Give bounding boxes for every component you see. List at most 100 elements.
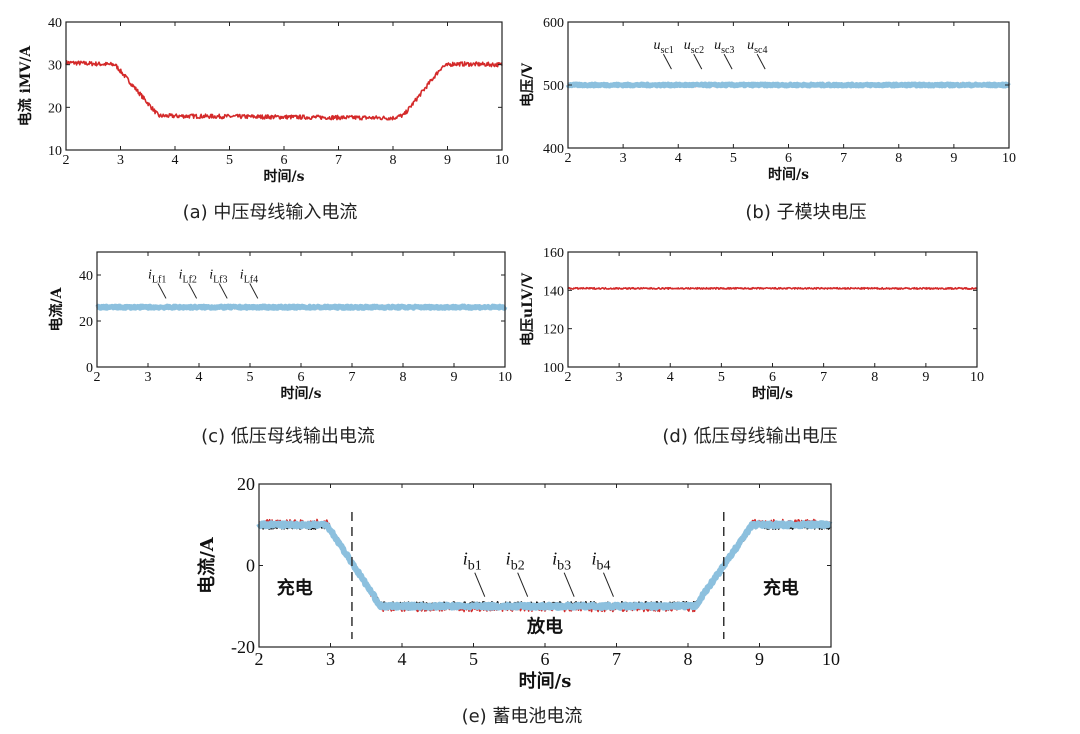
chart-a: 2 3 4 5 6 7 8 9 10 10 20 30 40 时间/s 电流 iMV/A (a) 中压母线输入…: [17, 16, 509, 223]
series-annotation: ib2: [506, 549, 529, 597]
series-line-b-2: [565, 81, 1011, 89]
subfigure-caption: (d) 低压母线输出电压: [662, 426, 837, 447]
series-annotation: usc2: [684, 38, 704, 70]
x-tick-label: 2: [565, 151, 572, 166]
series-annotation: iLf1: [148, 267, 167, 299]
annotation-label: iLf4: [240, 267, 258, 285]
x-tick-label: 10: [1002, 151, 1016, 166]
annotation-leader: [563, 572, 575, 597]
x-tick-label: 10: [970, 370, 984, 385]
x-tick-label: 2: [565, 370, 572, 385]
series-line-a-0: [65, 59, 503, 121]
y-tick-label: 120: [543, 323, 564, 338]
series-annotation: usc4: [747, 38, 768, 70]
x-tick-label: 3: [117, 153, 124, 168]
x-tick-label: 10: [495, 153, 509, 168]
x-tick-label: 4: [675, 151, 682, 166]
annotation-label: usc1: [653, 38, 673, 56]
y-tick-label: 20: [79, 315, 93, 330]
annotation-label: ib1: [463, 549, 482, 574]
chart-c: 2 3 4 5 6 7 8 9 10 0 20 40 时间/s 电流/A iLf1 iLf2 iLf3 iLf4 (…: [48, 251, 512, 447]
x-axis-label: 时间/s: [281, 385, 322, 402]
x-tick-label: 5: [718, 370, 725, 385]
annotation-label: ib3: [552, 549, 571, 574]
y-tick-label: 100: [543, 361, 564, 376]
series-line-d-0: [567, 286, 978, 290]
y-tick-label: 30: [48, 59, 62, 74]
annotation-label: usc3: [714, 38, 734, 56]
x-tick-label: 9: [444, 153, 451, 168]
annotation-label: iLf2: [179, 267, 197, 285]
x-tick-label: 2: [94, 370, 101, 385]
subfigure-caption: (c) 低压母线输出电流: [201, 426, 375, 447]
y-axis-label: 电压/V: [519, 62, 536, 107]
y-tick-label: 40: [79, 269, 93, 284]
chart-e: 2 3 4 5 6 7 8 9 10 -20 0 20 时间/s 电流/A ib1 ib2 ib3 ib4 充电放电…: [196, 474, 840, 727]
annotation-leader: [188, 283, 198, 299]
annotation-leader: [663, 53, 672, 70]
x-tick-label: 6: [769, 370, 776, 385]
x-tick-label: 5: [469, 649, 478, 669]
annotation-leader: [756, 53, 766, 70]
y-tick-label: 140: [543, 284, 564, 299]
series-annotation: iLf3: [209, 267, 228, 299]
y-tick-label: -20: [231, 637, 255, 657]
annotation-leader: [517, 572, 529, 597]
x-tick-label: 4: [667, 370, 674, 385]
x-tick-label: 2: [255, 649, 264, 669]
x-tick-label: 6: [785, 151, 792, 166]
y-tick-label: 600: [543, 16, 564, 31]
annotation-label: iLf1: [148, 267, 166, 285]
x-tick-label: 7: [335, 153, 342, 168]
x-tick-label: 8: [895, 151, 902, 166]
x-tick-label: 8: [400, 370, 407, 385]
y-tick-label: 20: [237, 474, 255, 494]
annotation-leader: [603, 572, 614, 597]
x-tick-label: 9: [755, 649, 764, 669]
x-axis-label: 时间/s: [768, 166, 809, 183]
chart-d: 2 3 4 5 6 7 8 9 10 100 120 140 160 时间/s 电压uLV/V (d) 低压母…: [519, 246, 984, 447]
x-tick-label: 3: [326, 649, 335, 669]
x-tick-label: 8: [684, 649, 693, 669]
annotation-leader: [218, 283, 228, 299]
x-tick-label: 2: [63, 153, 70, 168]
annotation-label: ib4: [591, 549, 610, 574]
x-tick-label: 6: [541, 649, 550, 669]
annotation-label: usc2: [684, 38, 704, 56]
subfigure-caption: (a) 中压母线输入电流: [183, 202, 358, 223]
region-label: 放电: [526, 616, 563, 638]
x-axis-label: 时间/s: [519, 671, 572, 692]
subfigure-caption: (e) 蓄电池电流: [462, 706, 583, 727]
series-annotation: iLf4: [240, 267, 259, 299]
x-tick-label: 4: [196, 370, 203, 385]
x-tick-label: 10: [822, 649, 840, 669]
series-annotation: ib1: [463, 549, 486, 597]
region-label: 充电: [277, 577, 313, 599]
x-axis-label: 时间/s: [264, 168, 305, 185]
series-line-c-2: [95, 303, 508, 311]
series-annotation: ib4: [591, 549, 614, 597]
x-tick-label: 7: [820, 370, 827, 385]
annotation-label: usc4: [747, 38, 767, 56]
x-tick-label: 5: [730, 151, 737, 166]
series-annotation: iLf2: [179, 267, 198, 299]
y-axis-label: 电流/A: [196, 536, 218, 594]
x-tick-label: 6: [281, 153, 288, 168]
x-tick-label: 4: [398, 649, 407, 669]
x-tick-label: 4: [172, 153, 179, 168]
annotation-leader: [249, 283, 259, 299]
x-tick-label: 5: [247, 370, 254, 385]
y-tick-label: 0: [246, 556, 255, 576]
x-tick-label: 8: [871, 370, 878, 385]
annotation-leader: [693, 53, 703, 70]
x-tick-label: 3: [616, 370, 623, 385]
y-tick-label: 500: [543, 79, 564, 94]
series-annotation: usc1: [653, 38, 674, 70]
series-line-e-2: [256, 520, 834, 611]
y-axis-label: 电流 iMV/A: [17, 45, 34, 127]
annotation-leader: [474, 572, 486, 597]
annotation-label: ib2: [506, 549, 525, 574]
annotation-leader: [157, 283, 167, 299]
y-axis-label: 电压uLV/V: [519, 272, 536, 346]
